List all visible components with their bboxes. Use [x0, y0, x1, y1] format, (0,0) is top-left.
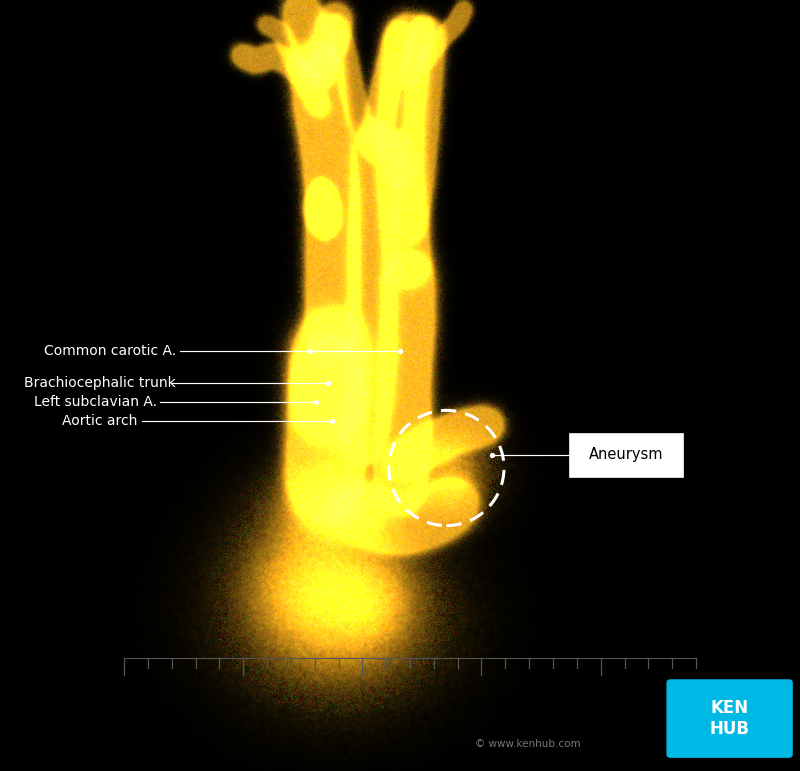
Text: Aneurysm: Aneurysm: [589, 447, 663, 463]
Text: © www.kenhub.com: © www.kenhub.com: [475, 739, 581, 749]
FancyBboxPatch shape: [666, 679, 793, 758]
Text: Common carotic A.: Common carotic A.: [44, 344, 176, 358]
Text: Left subclavian A.: Left subclavian A.: [34, 395, 157, 409]
Text: Brachiocephalic trunk: Brachiocephalic trunk: [24, 376, 176, 390]
Text: KEN
HUB: KEN HUB: [710, 699, 750, 739]
Text: Aortic arch: Aortic arch: [62, 414, 138, 428]
FancyBboxPatch shape: [569, 433, 683, 477]
